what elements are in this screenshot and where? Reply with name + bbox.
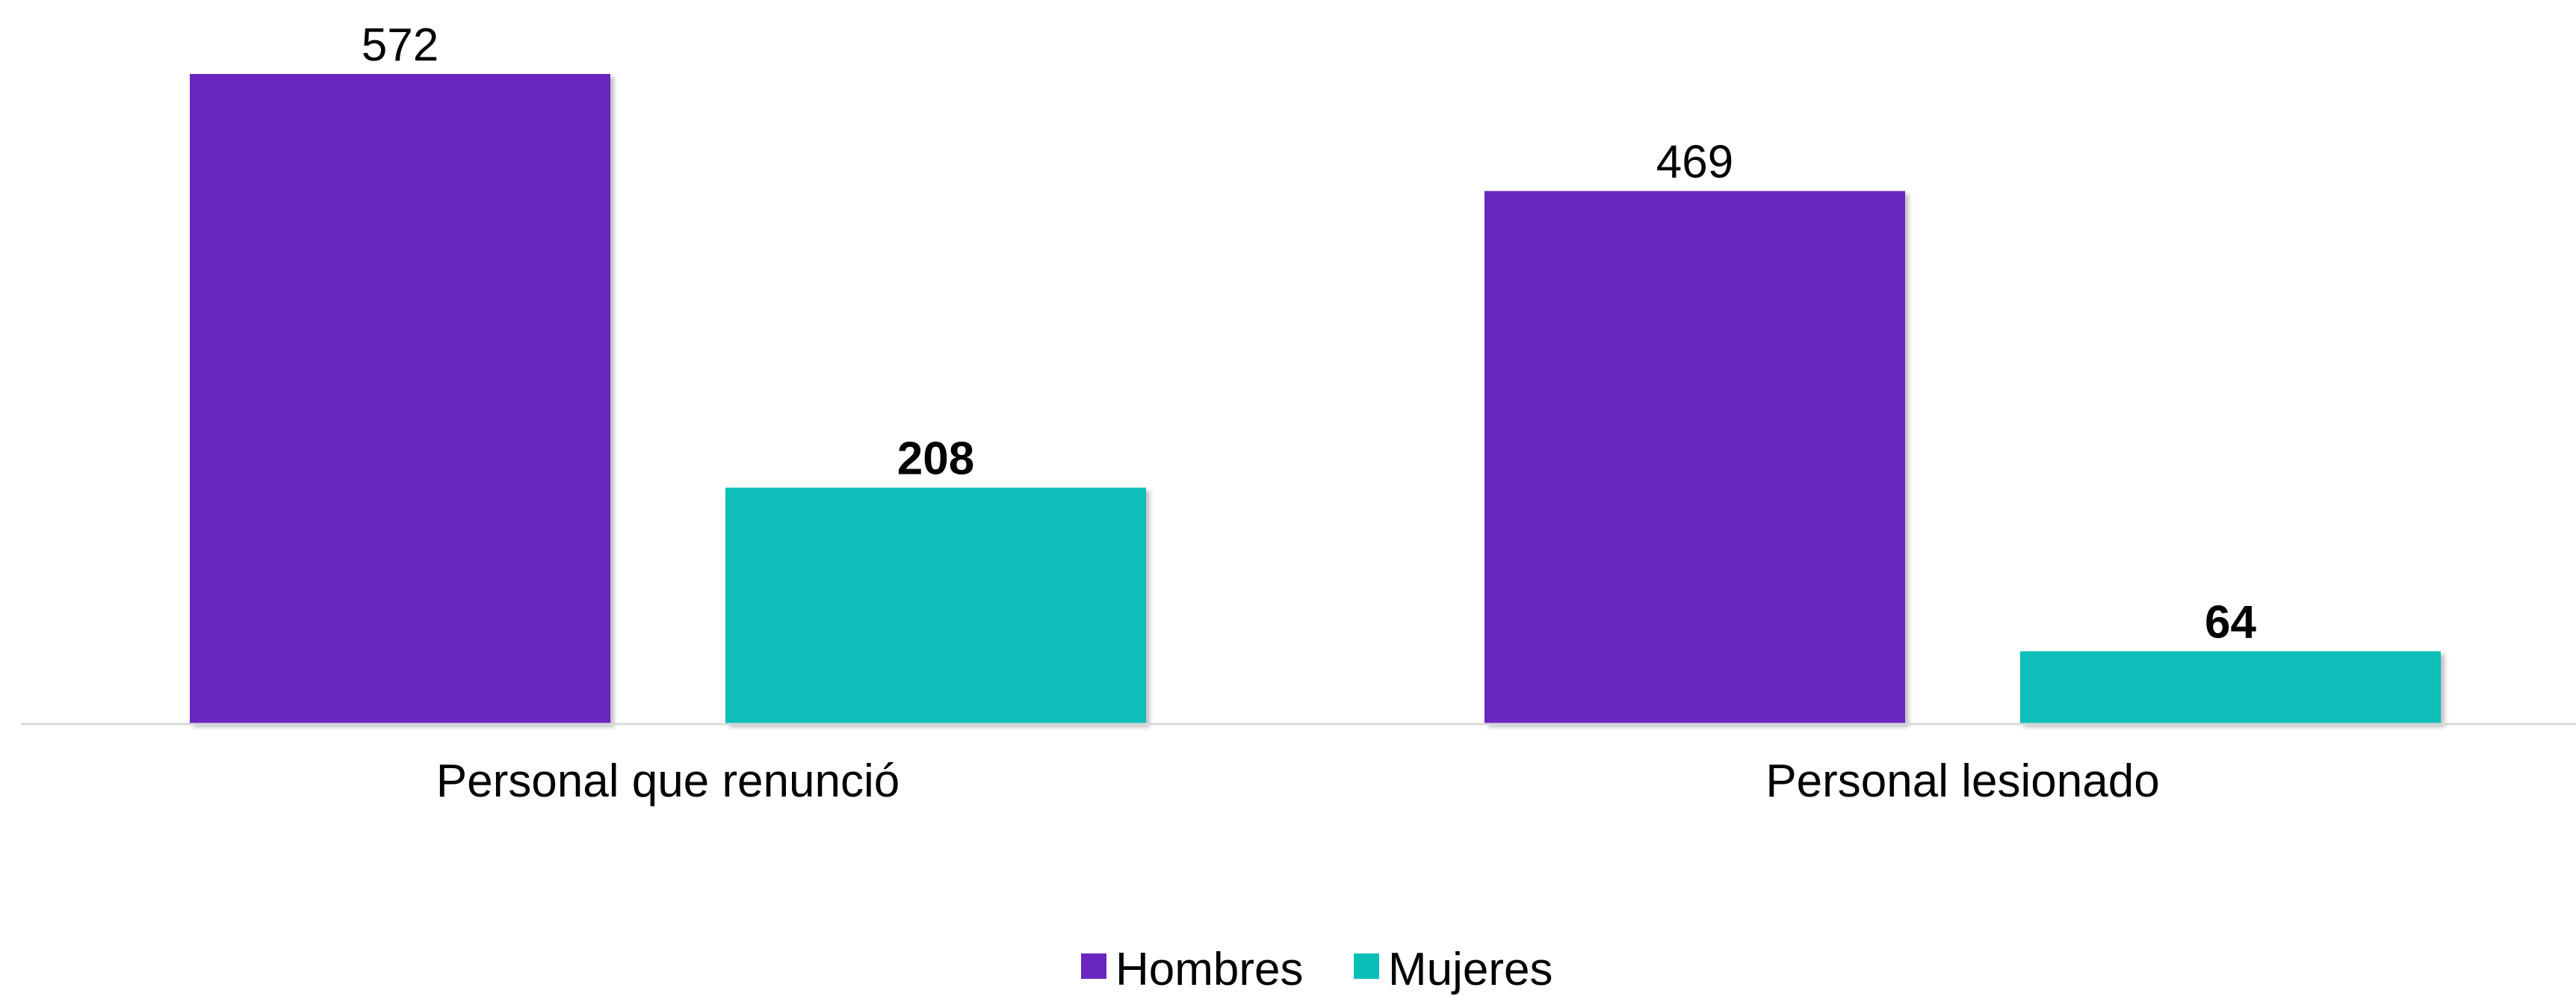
legend-swatch-hombres (1081, 953, 1106, 979)
bar-mujeres-personal-que-renuncio (725, 487, 1146, 724)
value-label-hombres-personal-lesionado: 469 (1656, 137, 1733, 188)
value-label-mujeres-personal-lesionado: 64 (2205, 597, 2256, 649)
bar-mujeres-personal-lesionado (2020, 651, 2441, 724)
value-label-hombres-personal-que-renuncio: 572 (362, 19, 439, 71)
legend: Hombres Mujeres (1081, 944, 1553, 995)
category-labels-group: Personal que renunció Personal lesionado (436, 755, 2160, 807)
bar-hombres-personal-lesionado (1484, 191, 1905, 725)
legend-label-mujeres: Mujeres (1388, 944, 1553, 995)
category-label-personal-lesionado: Personal lesionado (1765, 755, 2159, 807)
value-label-mujeres-personal-que-renuncio: 208 (897, 433, 974, 485)
value-labels-group: 572 208 469 64 (362, 19, 2257, 649)
legend-label-hombres: Hombres (1115, 944, 1304, 995)
bar-hombres-personal-que-renuncio (190, 74, 610, 724)
legend-swatch-mujeres (1354, 953, 1379, 979)
bars-group (190, 74, 2441, 725)
category-label-personal-que-renuncio: Personal que renunció (436, 755, 900, 807)
